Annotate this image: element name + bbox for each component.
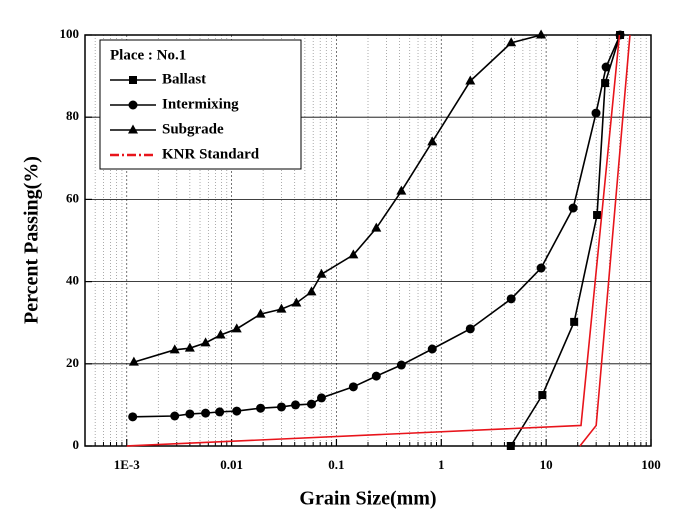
marker — [601, 79, 610, 88]
x-tick-label: 1E-3 — [114, 457, 141, 472]
marker — [371, 371, 381, 381]
series-line — [510, 34, 621, 447]
marker — [232, 406, 242, 416]
marker — [570, 317, 579, 326]
series-line — [132, 34, 621, 418]
x-tick-label: 10 — [540, 457, 553, 472]
y-tick-label: 60 — [66, 190, 79, 205]
legend-marker — [128, 124, 138, 134]
legend-marker — [128, 100, 138, 110]
marker — [215, 407, 225, 417]
marker — [185, 409, 195, 419]
marker — [291, 297, 302, 307]
marker — [396, 185, 407, 195]
marker — [538, 391, 547, 400]
marker — [184, 342, 195, 352]
x-tick-label: 0.1 — [328, 457, 344, 472]
marker — [231, 323, 242, 333]
marker — [593, 211, 602, 220]
x-tick-label: 1 — [438, 457, 445, 472]
series-line — [126, 34, 631, 447]
marker — [506, 442, 515, 450]
y-tick-label: 100 — [60, 26, 80, 41]
marker — [215, 329, 226, 339]
y-tick-label: 20 — [66, 355, 79, 370]
legend-label: KNR Standard — [162, 146, 260, 162]
marker — [427, 344, 437, 354]
marker — [201, 408, 211, 418]
x-tick-label: 100 — [641, 457, 661, 472]
marker — [276, 402, 286, 412]
marker — [601, 62, 611, 72]
legend-label: Ballast — [162, 71, 206, 87]
plot-frame — [84, 34, 652, 447]
y-tick-label: 80 — [66, 108, 79, 123]
y-axis-title: Percent Passing(%) — [21, 156, 43, 324]
x-axis-title: Grain Size(mm) — [299, 488, 436, 510]
marker — [306, 399, 316, 409]
marker — [316, 393, 326, 403]
marker — [536, 263, 546, 273]
legend-marker — [129, 76, 137, 84]
marker — [568, 203, 578, 213]
legend-label: Intermixing — [162, 96, 239, 112]
marker — [371, 222, 382, 232]
marker — [536, 29, 547, 39]
marker — [169, 344, 180, 354]
marker — [506, 37, 517, 47]
marker — [276, 303, 287, 313]
y-tick-label: 0 — [73, 437, 80, 452]
legend-label: Subgrade — [162, 121, 224, 137]
marker — [396, 360, 406, 370]
marker — [128, 356, 139, 366]
marker — [316, 268, 327, 278]
marker — [256, 403, 266, 413]
marker — [427, 136, 438, 146]
marker — [170, 411, 180, 421]
marker — [200, 337, 211, 347]
marker — [306, 286, 317, 296]
x-tick-label: 0.01 — [220, 457, 243, 472]
marker — [465, 75, 476, 85]
legend-title: Place : No.1 — [110, 47, 186, 63]
marker — [506, 294, 516, 304]
marker — [128, 412, 138, 422]
marker — [290, 400, 300, 410]
marker — [615, 30, 625, 40]
y-tick-label: 40 — [66, 273, 79, 288]
marker — [255, 308, 266, 318]
marker — [348, 382, 358, 392]
marker — [348, 249, 359, 259]
marker — [591, 108, 601, 118]
marker — [465, 324, 475, 334]
